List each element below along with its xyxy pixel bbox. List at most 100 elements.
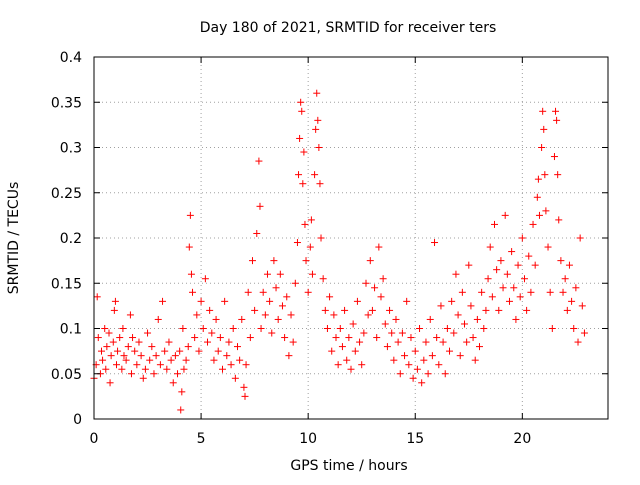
data-point bbox=[238, 315, 246, 323]
data-point bbox=[392, 315, 400, 323]
data-point bbox=[405, 361, 413, 369]
data-point bbox=[105, 329, 113, 337]
data-point bbox=[323, 325, 331, 332]
data-point bbox=[321, 306, 329, 314]
data-point bbox=[313, 89, 321, 97]
data-point bbox=[312, 125, 320, 133]
data-point bbox=[119, 325, 127, 332]
data-point bbox=[240, 383, 248, 391]
data-point bbox=[439, 338, 447, 346]
data-point bbox=[503, 270, 511, 278]
data-point bbox=[377, 293, 385, 301]
data-point bbox=[441, 370, 449, 378]
data-point bbox=[253, 229, 261, 237]
data-point bbox=[338, 343, 346, 351]
data-point bbox=[428, 352, 436, 360]
data-point bbox=[159, 297, 167, 305]
data-point bbox=[540, 125, 548, 133]
data-point bbox=[99, 356, 107, 364]
data-point bbox=[161, 347, 169, 355]
data-point bbox=[297, 98, 305, 106]
data-point bbox=[454, 311, 462, 319]
data-point bbox=[293, 239, 301, 247]
y-tick-label: 0.05 bbox=[51, 367, 82, 383]
data-point bbox=[401, 352, 409, 360]
data-point bbox=[520, 275, 528, 283]
data-point bbox=[289, 338, 297, 346]
data-point bbox=[174, 370, 182, 378]
data-point bbox=[349, 320, 357, 328]
y-tick-label: 0.35 bbox=[51, 95, 82, 111]
data-point bbox=[420, 356, 428, 364]
data-point bbox=[178, 388, 186, 396]
data-point bbox=[206, 306, 214, 314]
data-point bbox=[241, 392, 249, 400]
data-point bbox=[285, 352, 293, 360]
data-point bbox=[281, 334, 289, 342]
y-tick-label: 0 bbox=[73, 412, 82, 428]
data-point bbox=[424, 370, 432, 378]
data-point bbox=[347, 365, 355, 373]
data-point bbox=[133, 361, 141, 369]
data-point bbox=[156, 361, 164, 369]
data-point bbox=[512, 315, 520, 323]
axis-ticks bbox=[93, 56, 608, 420]
data-point bbox=[508, 248, 516, 256]
data-point bbox=[270, 257, 278, 265]
data-point bbox=[274, 315, 282, 323]
data-point bbox=[167, 356, 175, 364]
data-point bbox=[542, 207, 550, 215]
data-point bbox=[371, 284, 379, 292]
data-point bbox=[576, 234, 584, 242]
data-point bbox=[319, 275, 327, 283]
data-point bbox=[150, 370, 158, 378]
data-point bbox=[287, 311, 295, 319]
data-point bbox=[122, 356, 130, 364]
data-point bbox=[225, 338, 233, 346]
data-point bbox=[572, 284, 580, 292]
y-tick-labels: 0 0.05 0.1 0.15 0.2 0.25 0.3 0.35 0.4 bbox=[51, 50, 82, 428]
data-point bbox=[554, 171, 562, 179]
y-tick-label: 0.4 bbox=[60, 50, 82, 66]
data-point bbox=[204, 338, 212, 346]
data-point bbox=[110, 306, 118, 314]
data-point bbox=[546, 288, 554, 296]
data-point bbox=[463, 338, 471, 346]
data-point bbox=[383, 343, 391, 351]
data-point bbox=[574, 338, 582, 346]
y-axis-label: SRMTID / TECUs bbox=[6, 182, 22, 295]
data-point bbox=[152, 352, 160, 360]
data-point bbox=[398, 329, 406, 337]
x-tick-label: 15 bbox=[406, 431, 424, 447]
data-point bbox=[176, 347, 184, 355]
data-point bbox=[210, 356, 218, 364]
data-point bbox=[317, 234, 325, 242]
y-tick-label: 0.15 bbox=[51, 276, 82, 292]
data-point bbox=[227, 361, 235, 369]
data-point bbox=[219, 365, 226, 373]
data-point bbox=[343, 356, 351, 364]
data-point bbox=[126, 311, 134, 319]
data-point bbox=[478, 288, 486, 296]
data-point bbox=[307, 216, 315, 224]
data-point bbox=[236, 356, 244, 364]
data-point bbox=[486, 243, 494, 251]
chart-title: Day 180 of 2021, SRMTID for receiver ter… bbox=[200, 20, 497, 36]
data-point bbox=[124, 343, 132, 351]
data-point bbox=[510, 284, 518, 292]
data-point bbox=[332, 334, 340, 342]
data-point bbox=[97, 347, 105, 355]
data-point bbox=[336, 325, 344, 332]
data-point bbox=[101, 325, 109, 332]
data-point bbox=[316, 180, 324, 188]
data-point bbox=[403, 297, 411, 305]
data-point bbox=[326, 293, 334, 301]
data-point bbox=[394, 338, 402, 346]
data-point bbox=[103, 343, 111, 351]
data-point bbox=[353, 297, 361, 305]
data-point bbox=[388, 329, 396, 337]
data-point bbox=[328, 347, 336, 355]
data-point bbox=[276, 270, 284, 278]
data-point bbox=[330, 311, 338, 319]
data-point bbox=[495, 306, 503, 314]
